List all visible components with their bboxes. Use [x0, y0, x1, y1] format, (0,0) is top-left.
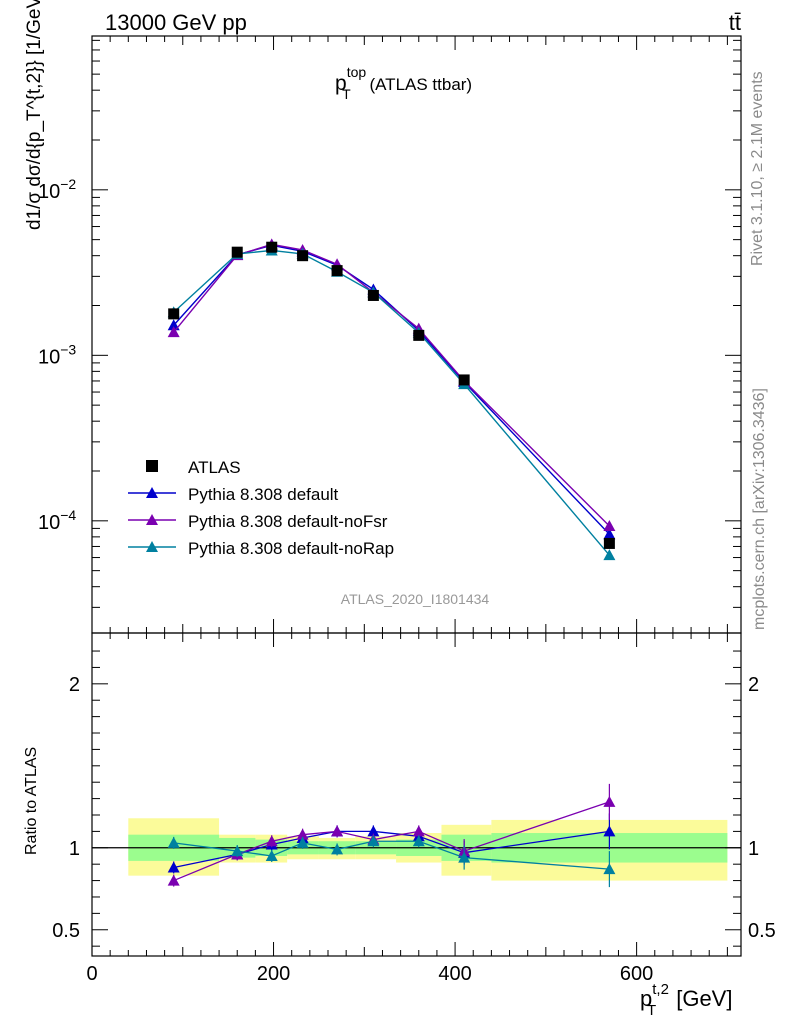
- x-tick-label: 400: [438, 963, 471, 985]
- header-left: 13000 GeV pp: [105, 10, 247, 35]
- side-text-rivet: Rivet 3.1.10, ≥ 2.1M events: [749, 71, 766, 266]
- ratio-marker-0: [367, 825, 380, 837]
- xlabel-base: p: [640, 986, 652, 1011]
- atlas-data-point: [413, 329, 425, 341]
- ratio-marker-2: [458, 851, 471, 863]
- x-tick-label: 200: [257, 963, 290, 985]
- ratio-marker-2: [296, 836, 309, 848]
- y-tick-label: 10−4: [38, 507, 76, 534]
- legend-label: Pythia 8.308 default-noRap: [188, 539, 394, 558]
- legend-label: ATLAS: [188, 458, 241, 477]
- ratio-y-tick-label: 1: [69, 838, 80, 860]
- legend-marker-atlas: [146, 460, 158, 472]
- ratio-marker-2: [167, 836, 180, 848]
- series-marker-2: [603, 520, 616, 532]
- legend-label: Pythia 8.308 default-noFsr: [188, 512, 388, 531]
- ratio-y-tick-label-right: 2: [748, 674, 759, 696]
- xlabel-sub: T: [647, 1002, 656, 1019]
- title-base: p: [335, 72, 347, 95]
- ratio-marker-2: [367, 835, 380, 847]
- ratio-marker-1: [412, 825, 425, 837]
- upper-ylabel-text: d1/σ dσ/d{p_T^{t,2}} [1/GeV]: [24, 0, 45, 230]
- series-marker-2: [167, 326, 180, 338]
- ratio-marker-2: [265, 849, 278, 861]
- atlas-data-point: [168, 308, 180, 320]
- ratio-marker-1: [603, 795, 616, 807]
- side-text-mcplots: mcplots.cern.ch [arXiv:1306.3436]: [751, 388, 768, 630]
- legend-label: Pythia 8.308 default: [188, 485, 339, 504]
- x-tick-label: 600: [620, 963, 653, 985]
- legend-marker: [146, 487, 158, 498]
- ratio-y-tick-label-right: 1: [748, 838, 759, 860]
- ratio-marker-2: [331, 843, 344, 855]
- legend-marker: [146, 541, 158, 552]
- series-line-3: [173, 249, 610, 556]
- y-tick-label: 10−3: [38, 341, 76, 368]
- ratio-marker-1: [265, 835, 278, 847]
- ratio-marker-2: [231, 845, 244, 857]
- y-tick-label: 10−2: [38, 176, 76, 203]
- ratio-ylabel: Ratio to ATLAS: [23, 747, 40, 855]
- analysis-watermark: ATLAS_2020_I1801434: [341, 591, 490, 607]
- atlas-data-point: [231, 246, 243, 258]
- series-marker-3: [603, 549, 616, 561]
- ratio-marker-2: [603, 863, 616, 875]
- ratio-y-tick-label: 0.5: [52, 920, 80, 942]
- series-line-2: [173, 243, 610, 527]
- ratio-marker-0: [167, 861, 180, 873]
- atlas-data-point: [297, 250, 309, 262]
- atlas-data-point: [603, 537, 615, 549]
- ratio-y-tick-label-right: 0.5: [748, 920, 776, 942]
- ratio-y-tick-label: 2: [69, 674, 80, 696]
- title-sub: T: [342, 86, 351, 102]
- ratio-marker-0: [603, 825, 616, 837]
- plot-title: ptop T (ATLAS ttbar): [335, 64, 472, 102]
- xlabel-rest: [GeV]: [670, 986, 732, 1011]
- atlas-data-point: [266, 241, 278, 253]
- ratio-marker-1: [331, 825, 344, 837]
- x-axis-label: pt,2 T [GeV]: [640, 981, 732, 1019]
- upper-ylabel: d1/σ dσ/d{p_T^{t,2}} [1/GeV]: [24, 0, 45, 230]
- ratio-marker-1: [296, 828, 309, 840]
- ratio-marker-2: [412, 835, 425, 847]
- title-rest: (ATLAS ttbar): [365, 75, 472, 94]
- xlabel-sup: t,2: [652, 981, 669, 998]
- upper-panel: 10−2 10−3 10−4 ATLAS Pythia 8.308 default Pyt…: [38, 35, 742, 634]
- atlas-data-point: [331, 265, 343, 277]
- x-tick-label: 0: [86, 963, 97, 985]
- atlas-data-point: [458, 374, 470, 386]
- ratio-marker-1: [167, 874, 180, 886]
- title-sup: top: [347, 64, 367, 80]
- ratio-panel: 0 200 400 600 0.5 0.5 1 1 2 2: [52, 632, 776, 985]
- atlas-data-point: [367, 289, 379, 301]
- ratio-frame: [91, 632, 742, 957]
- legend-marker: [146, 514, 158, 525]
- header-right: tt̄: [729, 10, 741, 35]
- series-marker-1: [603, 528, 616, 540]
